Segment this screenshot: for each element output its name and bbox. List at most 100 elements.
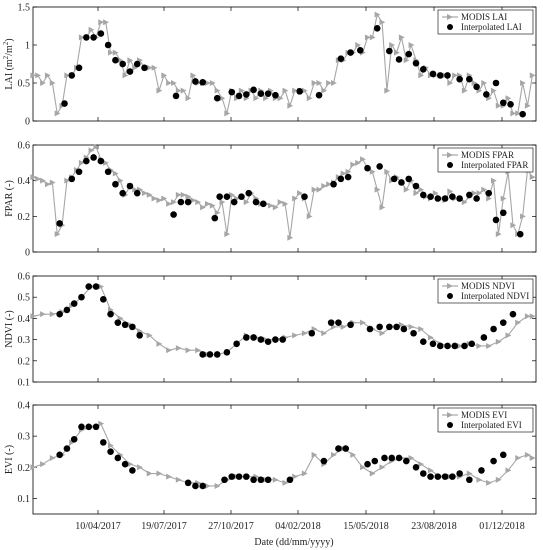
lai-modis-point bbox=[306, 95, 313, 102]
fpar-modis-point bbox=[219, 199, 226, 206]
fpar-modis-point bbox=[510, 222, 517, 229]
lai-interpolated-point bbox=[412, 59, 420, 67]
fpar-modis-point bbox=[277, 199, 284, 206]
evi-interpolated-point bbox=[320, 457, 328, 465]
fpar-interpolated-point bbox=[83, 157, 90, 165]
lai-modis-point bbox=[112, 49, 119, 56]
ndvi-modis-point bbox=[408, 323, 415, 330]
ndvi-ytick-label: 0.6 bbox=[18, 272, 31, 283]
evi-interpolated-point bbox=[419, 470, 427, 477]
ndvi-modis-point bbox=[457, 342, 463, 349]
lai-interpolated-point bbox=[456, 75, 463, 83]
fpar-modis-point bbox=[413, 190, 420, 197]
ndvi-interpolated-point bbox=[429, 340, 437, 348]
lai-interpolated-point bbox=[429, 70, 437, 78]
lai-modis-point bbox=[495, 102, 502, 109]
lai-plot-frame bbox=[32, 6, 537, 122]
evi-interpolated-point bbox=[221, 476, 228, 484]
lai-interpolated-point bbox=[213, 94, 221, 102]
lai-modis-point bbox=[219, 95, 226, 102]
evi-interpolated-point bbox=[427, 473, 434, 480]
evi-interpolated-point bbox=[490, 457, 497, 465]
fpar-interpolated-point bbox=[238, 193, 245, 201]
evi-interpolated-point bbox=[56, 451, 63, 459]
fpar-modis-point bbox=[311, 186, 318, 193]
ndvi-modis-point bbox=[360, 319, 366, 326]
evi-interpolated-point bbox=[449, 473, 456, 480]
fpar-interpolated-point bbox=[456, 195, 463, 202]
fpar-plot-frame bbox=[32, 144, 537, 253]
lai-interpolated-point bbox=[373, 24, 381, 32]
fpar-modis-point bbox=[180, 191, 187, 198]
ndvi-modis-point bbox=[30, 313, 37, 320]
lai-modis-point bbox=[78, 34, 85, 41]
ndvi-modis-point bbox=[398, 321, 405, 328]
lai-interpolated-point bbox=[141, 64, 148, 72]
lai-modis-point bbox=[292, 87, 299, 94]
lai-modis-point bbox=[156, 87, 163, 94]
fpar-interpolated-point bbox=[376, 163, 383, 170]
fpar-modis-point bbox=[345, 168, 352, 175]
lai-modis-point bbox=[408, 42, 415, 48]
fpar-modis-point bbox=[30, 174, 37, 181]
evi-y-axis-label: EVI (-) bbox=[4, 445, 15, 474]
ndvi-legend-interpolated-marker bbox=[447, 293, 453, 299]
ndvi-modis-point bbox=[505, 332, 512, 339]
fpar-interpolated-point bbox=[449, 193, 456, 201]
lai-modis-point bbox=[132, 64, 139, 71]
lai-modis-point bbox=[166, 80, 172, 86]
fpar-interpolated-point bbox=[344, 173, 352, 181]
lai-modis-point bbox=[170, 80, 177, 86]
evi-legend-modis-label: MODIS EVI bbox=[461, 410, 507, 420]
fpar-modis-point bbox=[185, 193, 192, 200]
lai-interpolated-point bbox=[337, 55, 345, 62]
fpar-interpolated-point bbox=[230, 198, 238, 206]
evi-modis-point bbox=[40, 461, 46, 468]
evi-interpolated-point bbox=[264, 476, 272, 484]
ndvi-modis-point bbox=[185, 347, 192, 354]
lai-interpolated-point bbox=[296, 88, 303, 95]
evi-plot-frame bbox=[32, 404, 537, 515]
fpar-interpolated-point bbox=[259, 200, 267, 208]
evi-interpolated-point bbox=[388, 454, 396, 462]
lai-modis-point bbox=[515, 110, 522, 117]
ndvi-interpolated-point bbox=[136, 332, 143, 339]
lai-modis-point bbox=[374, 11, 381, 18]
lai-interpolated-point bbox=[192, 78, 199, 85]
evi-modis-point bbox=[214, 482, 221, 489]
fpar-modis-point bbox=[461, 199, 468, 206]
fpar-interpolated-point bbox=[427, 193, 434, 201]
ndvi-interpolated-point bbox=[99, 296, 107, 303]
fpar-modis-point bbox=[229, 191, 235, 198]
ndvi-modis-point bbox=[476, 342, 483, 349]
evi-interpolated-point bbox=[78, 423, 85, 431]
ndvi-modis-point bbox=[529, 313, 536, 320]
evi-interpolated-point bbox=[107, 448, 114, 456]
fpar-modis-point bbox=[471, 190, 478, 197]
fpar-modis-point bbox=[374, 186, 381, 193]
evi-interpolated-point bbox=[250, 476, 257, 484]
fpar-modis-point bbox=[267, 202, 274, 209]
ndvi-interpolated-point bbox=[78, 293, 85, 301]
fpar-modis-point bbox=[132, 186, 139, 193]
x-tick-label: 19/07/2017 bbox=[141, 521, 187, 532]
ndvi-interpolated-point bbox=[410, 329, 417, 337]
fpar-interpolated-point bbox=[492, 216, 500, 224]
lai-modis-point bbox=[146, 64, 153, 71]
fpar-modis-point bbox=[529, 174, 536, 181]
ndvi-modis-point bbox=[427, 334, 434, 341]
evi-interpolated-point bbox=[466, 476, 473, 484]
ndvi-interpolated-point bbox=[366, 325, 374, 333]
lai-ytick-label: 1.5 bbox=[18, 3, 31, 14]
lai-modis-point bbox=[204, 80, 211, 86]
lai-modis-point bbox=[253, 95, 260, 102]
lai-modis-point bbox=[287, 102, 294, 109]
lai-interpolated-point bbox=[243, 91, 250, 98]
lai-ytick-label: 0 bbox=[25, 117, 30, 128]
ndvi-modis-point bbox=[301, 330, 308, 337]
x-tick-label: 10/04/2017 bbox=[75, 521, 121, 532]
fpar-modis-point bbox=[379, 204, 386, 211]
lai-modis-point bbox=[175, 87, 182, 94]
evi-interpolated-point bbox=[121, 460, 129, 468]
evi-modis-point bbox=[166, 473, 172, 480]
